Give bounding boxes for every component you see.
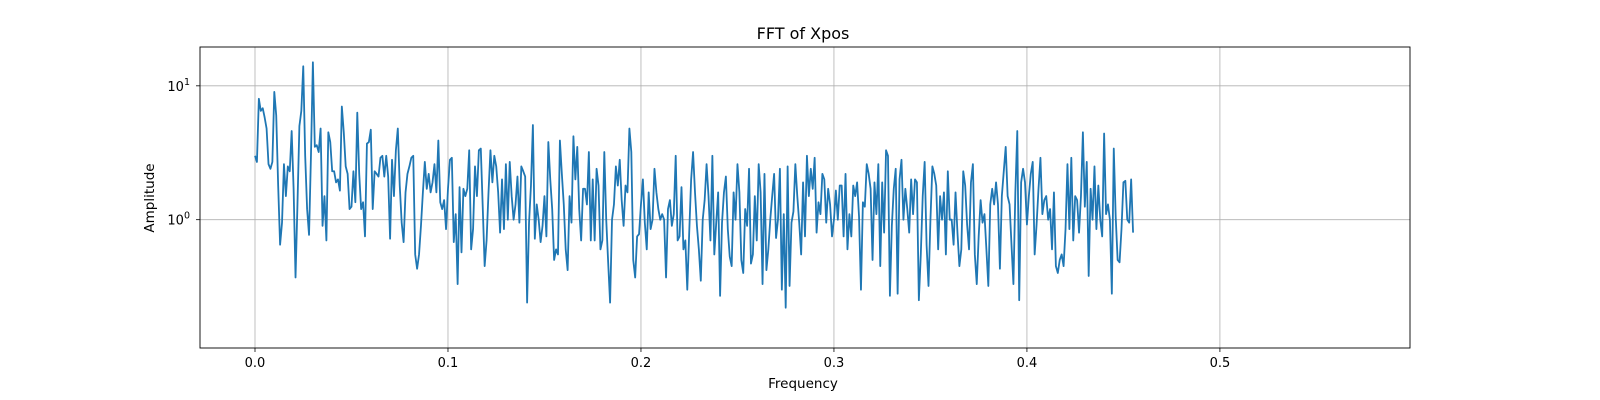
y-tick-base: 10 (167, 214, 184, 229)
y-tick-exponent: 1 (184, 77, 190, 88)
y-tick-base: 10 (167, 80, 184, 95)
x-axis-label: Frequency (768, 376, 838, 392)
plot-frame (199, 46, 1411, 349)
chart-title: FFT of Xpos (757, 24, 850, 43)
x-axis-ticks: 0.0 0.1 0.2 0.3 0.4 0.5 (245, 348, 1231, 371)
fft-amplitude-line (254, 61, 1134, 309)
x-tick-label: 0.3 (824, 356, 845, 371)
series-group (254, 61, 1134, 309)
x-tick-label: 0.2 (631, 356, 652, 371)
y-tick-label: 101 (167, 77, 190, 95)
x-tick-label: 0.4 (1017, 356, 1038, 371)
x-tick-label: 0.1 (438, 356, 459, 371)
x-tick-label: 0.5 (1210, 356, 1231, 371)
y-axis-label: Amplitude (142, 163, 158, 232)
x-tick-label: 0.0 (245, 356, 266, 371)
y-tick-exponent: 0 (184, 211, 190, 222)
y-tick-label: 100 (167, 211, 190, 229)
